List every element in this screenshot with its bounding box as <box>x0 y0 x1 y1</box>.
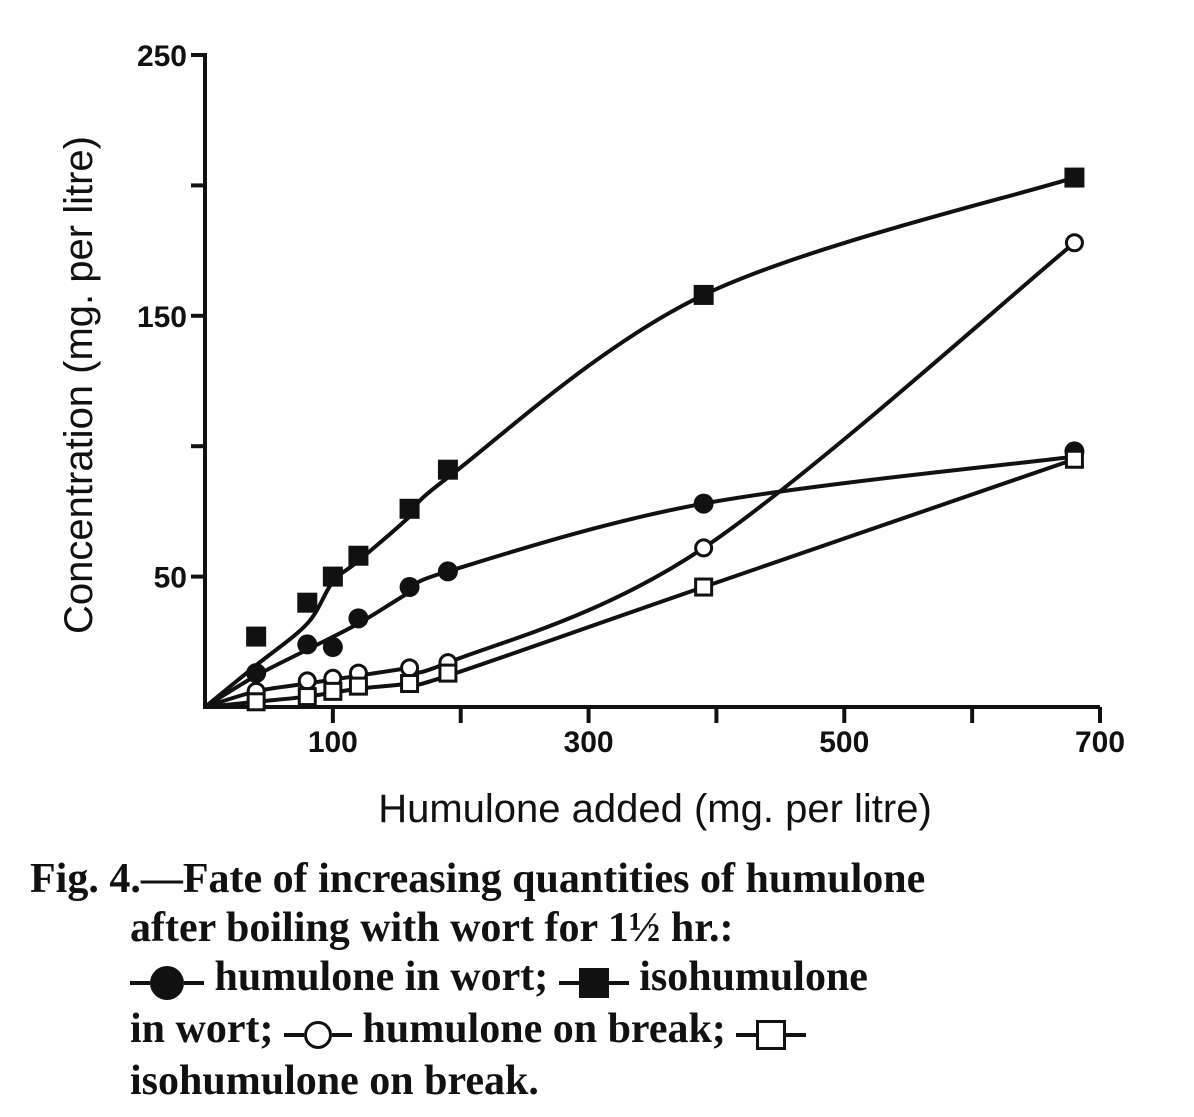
data-point-filled-circle <box>399 577 420 598</box>
x-tick-label: 500 <box>819 726 869 759</box>
data-point-open-square <box>348 676 368 696</box>
legend-filled-circle-icon <box>130 956 204 1005</box>
legend-open-square-icon <box>736 1008 807 1057</box>
data-point-filled-circle <box>693 493 714 514</box>
caption-line-2: after boiling with wort for 1½ hr.: <box>130 905 734 951</box>
data-point-open-square <box>400 674 420 694</box>
data-point-open-circle <box>694 538 714 558</box>
data-point-filled-circle <box>348 608 369 629</box>
data-point-filled-square <box>1064 167 1085 188</box>
caption-legend-line-1: humulone in wort; isohumulone <box>30 953 1170 1005</box>
data-point-filled-square <box>297 592 318 613</box>
chart-axes: 50 150 250 100 300 500 700 <box>137 40 1125 759</box>
data-point-filled-square <box>693 284 714 305</box>
data-point-filled-square <box>348 545 369 566</box>
legend-label-humulone-wort: humulone in wort; <box>214 954 549 1000</box>
data-point-filled-square <box>399 498 420 519</box>
data-point-open-square <box>1064 449 1084 469</box>
caption-legend-line-2: in wort; humulone on break; <box>30 1005 1170 1057</box>
data-point-open-square <box>694 577 714 597</box>
legend-open-circle-icon <box>283 1008 352 1057</box>
data-point-filled-circle <box>297 634 318 655</box>
series-line-0 <box>203 175 1076 709</box>
x-axis-label: Humulone added (mg. per litre) <box>378 787 932 831</box>
chart-markers <box>246 167 1085 712</box>
x-tick-label: 300 <box>564 726 614 759</box>
data-point-open-square <box>323 681 343 701</box>
data-point-filled-circle <box>437 561 458 582</box>
caption-line-1: Fig. 4.—Fate of increasing quantities of… <box>30 856 926 902</box>
data-point-open-square <box>438 663 458 683</box>
chart-figure: 50 150 250 100 300 500 700 Concentration (mg. … <box>57 40 1125 831</box>
y-axis-label: Concentration (mg. per litre) <box>57 136 101 634</box>
chart-curves <box>203 175 1076 709</box>
data-point-filled-circle <box>322 637 343 658</box>
data-point-open-circle <box>1064 233 1084 253</box>
data-point-open-square <box>246 692 266 712</box>
data-point-filled-square <box>246 626 267 647</box>
y-tick-label: 250 <box>137 40 187 73</box>
legend-label-humulone-break: humulone on break; <box>362 1005 726 1052</box>
data-point-filled-square <box>437 459 458 480</box>
legend-filled-square-icon <box>558 956 629 1005</box>
data-point-filled-square <box>322 566 343 587</box>
series-line-2 <box>204 241 1076 709</box>
caption-legend-line-3: isohumulone on break. <box>130 1057 539 1104</box>
legend-label-in-wort: in wort; <box>130 1005 274 1052</box>
x-tick-label: 700 <box>1075 726 1125 759</box>
y-tick-label: 150 <box>137 301 187 334</box>
data-point-filled-circle <box>246 663 267 684</box>
data-point-open-circle <box>400 658 420 678</box>
figure-caption: Fig. 4.—Fate of increasing quantities of… <box>30 855 1170 1106</box>
data-point-open-circle <box>297 671 317 691</box>
x-tick-label: 100 <box>308 726 358 759</box>
y-tick-label: 50 <box>154 562 187 595</box>
legend-label-isohumulone: isohumulone <box>639 954 868 1000</box>
data-point-open-square <box>297 687 317 707</box>
